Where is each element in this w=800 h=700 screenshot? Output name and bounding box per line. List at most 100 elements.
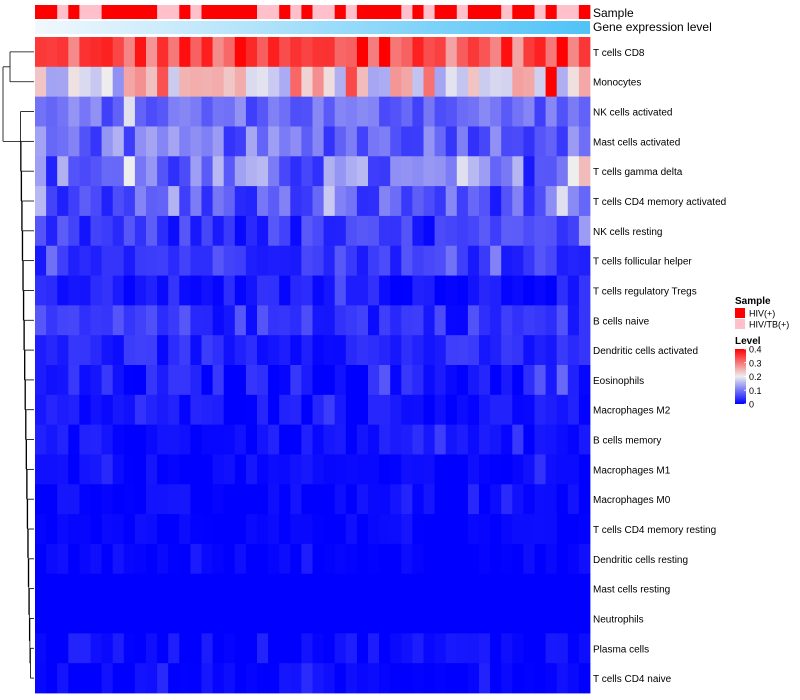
heatmap-cell — [390, 663, 402, 694]
heatmap-cell — [368, 394, 380, 426]
heatmap-cell — [479, 484, 491, 515]
heatmap-cell — [578, 156, 591, 187]
heatmap-cell — [234, 275, 247, 306]
heatmap-cell — [445, 365, 458, 396]
heatmap-cell — [279, 245, 291, 276]
heatmap-cell — [390, 484, 402, 515]
legend-tick-label: 0.2 — [749, 372, 762, 382]
heatmap-cell — [146, 275, 158, 306]
heatmap-cell — [79, 66, 91, 98]
heatmap-cell — [157, 96, 169, 127]
heatmap-cell — [301, 215, 313, 247]
heatmap-cell — [379, 573, 391, 604]
heatmap-cell — [168, 245, 180, 276]
heatmap-cell — [90, 633, 102, 664]
heatmap-cell — [456, 633, 469, 664]
heatmap-cell — [101, 96, 114, 127]
heatmap-cell — [534, 37, 546, 68]
heatmap-cell — [512, 275, 524, 306]
heatmap-cell — [301, 96, 313, 127]
heatmap-cell — [401, 186, 413, 217]
heatmap-cell — [512, 663, 524, 694]
heatmap-cell — [79, 514, 91, 545]
heatmap-cell — [578, 543, 591, 575]
heatmap-cell — [179, 66, 191, 98]
heatmap-cell — [68, 96, 80, 127]
heatmap-cell — [479, 156, 491, 187]
heatmap-cell — [512, 66, 524, 98]
heatmap-cell — [401, 215, 413, 247]
heatmap-cell — [379, 96, 391, 127]
heatmap-cell — [301, 424, 313, 455]
heatmap-cell — [146, 365, 158, 396]
heatmap-cell — [545, 66, 558, 98]
row-label: Neutrophils — [593, 614, 644, 625]
heatmap-cell — [134, 633, 147, 664]
heatmap-cell — [556, 335, 569, 366]
heatmap-cell — [234, 484, 247, 515]
heatmap-cell — [201, 663, 213, 694]
heatmap-cell — [390, 215, 402, 247]
heatmap-cell — [279, 454, 291, 485]
heatmap-cell — [190, 66, 202, 98]
heatmap-cell — [168, 305, 180, 336]
row-label: B cells naive — [593, 316, 650, 327]
heatmap-cell — [545, 126, 558, 157]
heatmap-cell — [545, 663, 558, 694]
heatmap-cell — [312, 633, 324, 664]
heatmap-cell — [146, 394, 158, 426]
heatmap-cell — [234, 335, 247, 366]
heatmap-cell — [412, 663, 424, 694]
heatmap-cell — [179, 215, 191, 247]
heatmap-cell — [467, 335, 480, 366]
heatmap-cell — [190, 245, 202, 276]
heatmap-cell — [212, 424, 225, 455]
heatmap-cell — [268, 365, 280, 396]
heatmap-cell — [423, 394, 435, 426]
heatmap-cell — [578, 37, 591, 68]
heatmap-cell — [501, 484, 513, 515]
heatmap-cell — [212, 335, 225, 366]
heatmap-cell — [434, 514, 447, 545]
heatmap-cell — [123, 484, 136, 515]
heatmap-cell — [401, 603, 413, 634]
heatmap-cell — [134, 186, 147, 217]
heatmap-cell — [57, 245, 69, 276]
heatmap-cell — [35, 96, 47, 127]
heatmap-cell — [301, 305, 313, 336]
heatmap-cell — [146, 215, 158, 247]
heatmap-cell — [334, 514, 347, 545]
heatmap-cell — [179, 305, 191, 336]
heatmap-cell — [467, 514, 480, 545]
heatmap-cell — [379, 215, 391, 247]
heatmap-cell — [534, 96, 546, 127]
heatmap-cell — [523, 186, 535, 217]
heatmap-cell — [101, 37, 114, 68]
heatmap-cell — [401, 66, 413, 98]
heatmap-cell — [312, 37, 324, 68]
heatmap-cell — [401, 305, 413, 336]
heatmap-cell — [112, 543, 125, 575]
heatmap-cell — [401, 37, 413, 68]
heatmap-cell — [556, 365, 569, 396]
heatmap-cell — [545, 484, 558, 515]
heatmap-cell — [490, 186, 502, 217]
heatmap-cell — [534, 186, 546, 217]
heatmap-cell — [356, 335, 369, 366]
heatmap-cell — [523, 156, 535, 187]
heatmap-cell — [423, 573, 435, 604]
sample-cell — [312, 5, 324, 19]
heatmap-cell — [223, 335, 236, 366]
heatmap-cell — [578, 633, 591, 664]
heatmap-cell — [257, 37, 269, 68]
heatmap-cell — [390, 275, 402, 306]
heatmap-cell — [334, 573, 347, 604]
heatmap-cell — [545, 156, 558, 187]
heatmap-cell — [35, 305, 47, 336]
heatmap-cell — [123, 245, 136, 276]
heatmap-cell — [523, 454, 535, 485]
heatmap-cell — [334, 484, 347, 515]
heatmap-cell — [290, 215, 302, 247]
heatmap-cell — [234, 96, 247, 127]
heatmap-cell — [467, 96, 480, 127]
